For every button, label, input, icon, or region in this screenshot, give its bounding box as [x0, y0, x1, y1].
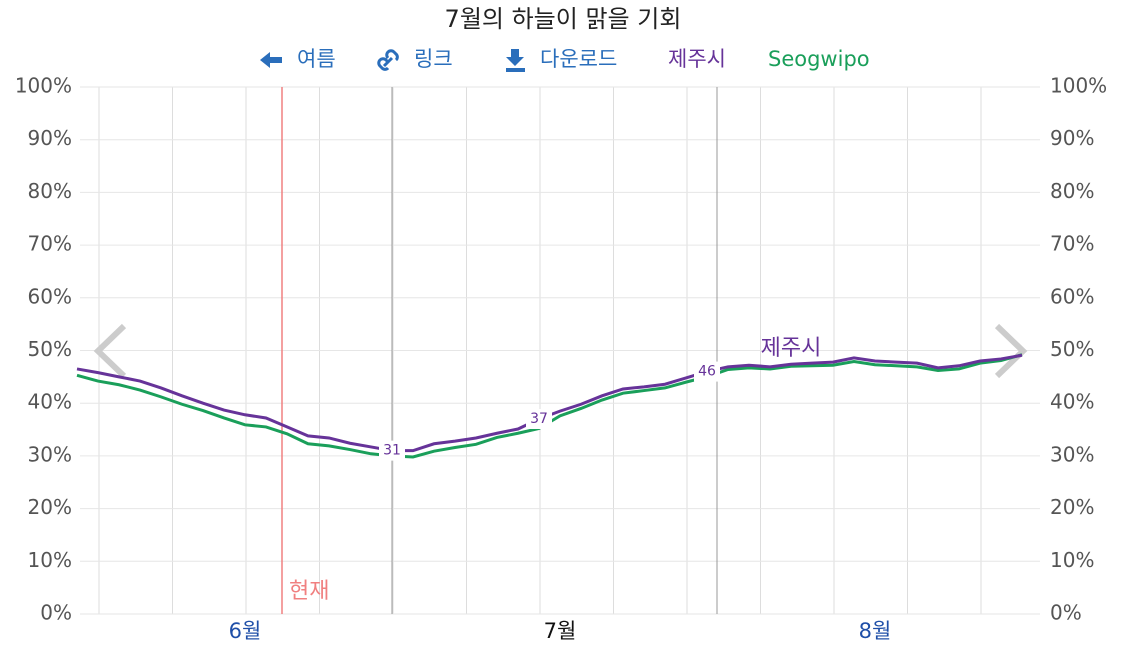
nav-link[interactable]: 링크	[377, 47, 453, 71]
value-label: 31	[383, 443, 401, 459]
y-tick-label: 10%	[28, 548, 72, 572]
value-label: 46	[698, 364, 716, 380]
y2-tick-label: 0%	[1050, 601, 1082, 625]
series-line	[76, 353, 1023, 459]
prev-arrow[interactable]	[93, 323, 127, 379]
y-tick-label: 0%	[40, 601, 72, 625]
chart-title: 7월의 하늘이 맑을 기회	[445, 5, 682, 33]
x-tick-label: 6월	[229, 619, 262, 643]
nav-text: 링크	[414, 47, 453, 71]
nav-text: 여름	[297, 47, 336, 71]
series-annotation: 제주시	[761, 336, 822, 361]
y-tick-label: 20%	[28, 495, 72, 519]
y2-tick-label: 40%	[1050, 390, 1094, 414]
y2-tick-label: 20%	[1050, 495, 1094, 519]
y2-tick-label: 10%	[1050, 548, 1094, 572]
y2-tick-label: 60%	[1050, 284, 1094, 308]
x-tick-label: 8월	[859, 619, 892, 643]
label-bg	[526, 409, 552, 430]
label-bg	[694, 361, 720, 382]
value-label: 37	[530, 411, 548, 427]
download-icon	[506, 49, 525, 72]
y2-tick-label: 70%	[1050, 232, 1094, 256]
nav-download[interactable]: 다운로드	[506, 47, 617, 72]
y-tick-label: 70%	[28, 232, 72, 256]
y-tick-label: 50%	[28, 337, 72, 361]
y-tick-label: 60%	[28, 284, 72, 308]
x-tick-label: 7월	[544, 619, 577, 643]
y-tick-label: 100%	[15, 74, 72, 98]
y2-tick-label: 50%	[1050, 337, 1094, 361]
back-icon	[260, 52, 282, 68]
nav-summer[interactable]: 여름	[260, 47, 336, 71]
y2-tick-label: 80%	[1050, 179, 1094, 203]
y-tick-label: 80%	[28, 179, 72, 203]
label-bg	[379, 440, 405, 461]
next-arrow[interactable]	[994, 323, 1028, 379]
legend-entry[interactable]: 제주시	[668, 47, 726, 71]
now-label: 현재	[289, 579, 329, 604]
y-tick-label: 40%	[28, 390, 72, 414]
nav-text: 다운로드	[540, 47, 617, 71]
y2-tick-label: 90%	[1050, 126, 1094, 150]
y-tick-label: 30%	[28, 442, 72, 466]
y2-tick-label: 100%	[1050, 74, 1107, 98]
y-tick-label: 90%	[28, 126, 72, 150]
link-icon	[377, 49, 399, 71]
y2-tick-label: 30%	[1050, 442, 1094, 466]
legend-entry[interactable]: Seogwipo	[768, 47, 870, 71]
